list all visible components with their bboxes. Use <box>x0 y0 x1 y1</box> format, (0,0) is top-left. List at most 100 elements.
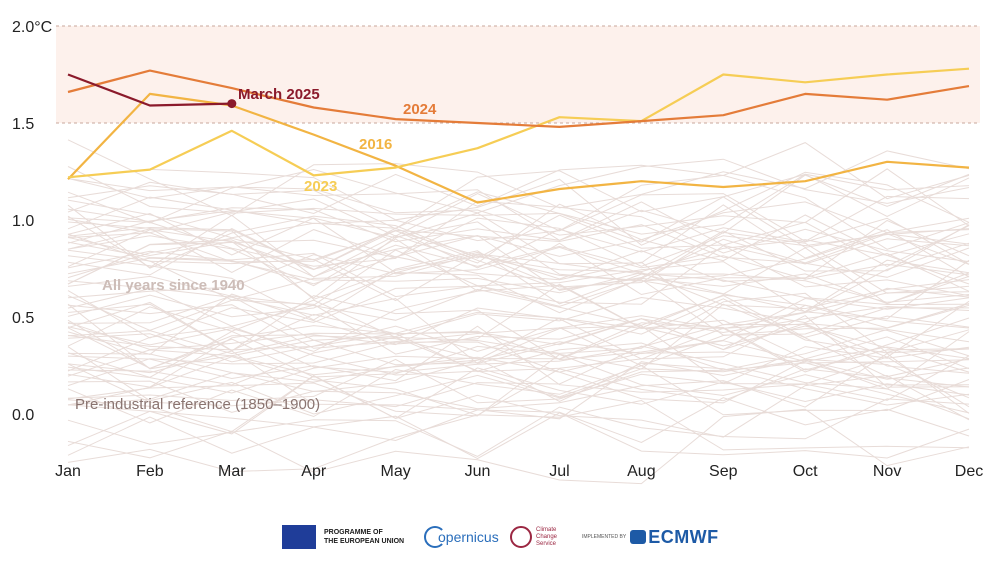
background-year-line <box>67 356 970 416</box>
c3s-text-line1: Climate <box>536 526 557 533</box>
x-tick-label: Sep <box>709 463 738 480</box>
background-year-line <box>67 356 970 406</box>
background-year-line <box>67 301 970 357</box>
x-tick-label: Jul <box>549 463 569 480</box>
x-tick-label: Feb <box>136 463 164 480</box>
background-year-line <box>67 326 970 376</box>
background-year-line <box>67 235 970 296</box>
background-year-line <box>67 168 970 246</box>
background-year-line <box>67 280 970 365</box>
background-year-line <box>67 307 970 373</box>
label-2024: 2024 <box>403 101 437 118</box>
copernicus-logo: opernicus <box>424 522 499 552</box>
background-year-line <box>67 214 970 273</box>
y-tick-label: 0.5 <box>12 310 34 327</box>
x-tick-label: Mar <box>218 463 246 480</box>
y-axis: 2.0°C 1.5 1.0 0.5 0.0 <box>12 19 52 424</box>
background-year-line <box>67 304 970 367</box>
x-tick-label: Jan <box>55 463 81 480</box>
eu-text-line1: PROGRAMME OF <box>324 529 383 536</box>
background-year-line <box>67 355 970 406</box>
reference-label: Pre-industrial reference (1850–1900) <box>75 396 320 413</box>
copernicus-icon <box>424 526 446 548</box>
background-year-line <box>67 200 970 267</box>
above-1.5-band <box>56 26 980 123</box>
background-year-line <box>67 173 970 241</box>
background-year-line <box>67 315 970 388</box>
eu-text-line2: THE EUROPEAN UNION <box>324 538 405 545</box>
background-year-line <box>67 168 970 236</box>
background-year-line <box>67 191 970 265</box>
background-year-line <box>67 228 970 300</box>
series-line-2023 <box>67 67 970 179</box>
background-year-line <box>67 201 970 265</box>
x-tick-label: Nov <box>873 463 901 480</box>
background-year-line <box>67 174 970 250</box>
x-tick-label: Jun <box>465 463 491 480</box>
background-year-line <box>67 224 970 278</box>
eu-flag-icon <box>282 525 316 549</box>
y-tick-label: 0.0 <box>12 407 34 424</box>
temperature-anomaly-chart: 2.0°C 1.5 1.0 0.5 0.0 Jan Feb Mar Apr May Jun Jul A… <box>12 19 983 485</box>
x-tick-label: Dec <box>955 463 983 480</box>
background-year-line <box>67 323 970 378</box>
series-endpoint-march-2025 <box>227 99 237 109</box>
background-year-line <box>67 353 970 417</box>
background-year-line <box>67 331 970 398</box>
background-year-line <box>67 231 970 302</box>
background-year-line <box>67 345 970 420</box>
background-year-line <box>67 257 970 310</box>
background-year-line <box>67 410 970 460</box>
background-year-line <box>67 201 970 278</box>
background-year-line <box>67 192 970 242</box>
background-year-line <box>67 158 970 224</box>
background-year-line <box>67 295 970 361</box>
eu-logo: PROGRAMME OF THE EUROPEAN UNION <box>282 522 414 552</box>
c3s-logo: Climate Change Service <box>510 522 576 552</box>
c3s-text-line2: Change Service <box>536 533 558 547</box>
background-year-line <box>67 249 970 313</box>
y-tick-label: 2.0°C <box>12 19 52 36</box>
y-tick-label: 1.0 <box>12 213 34 230</box>
background-year-line <box>67 325 970 401</box>
x-tick-label: May <box>381 463 411 480</box>
background-year-line <box>67 303 970 376</box>
background-year-line <box>67 303 970 378</box>
background-year-line <box>67 298 970 354</box>
x-axis: Jan Feb Mar Apr May Jun Jul Aug Sep Oct Nov Dec <box>55 463 983 480</box>
background-year-line <box>67 399 970 473</box>
ecmwf-text: ECMWF <box>648 526 719 547</box>
series-line-2024 <box>67 69 970 129</box>
y-tick-label: 1.5 <box>12 116 34 133</box>
background-year-line <box>67 217 970 285</box>
implemented-by-text: IMPLEMENTED BY <box>582 534 627 540</box>
background-year-line <box>67 204 970 269</box>
background-year-line <box>67 166 970 235</box>
background-years <box>67 139 970 485</box>
background-year-line <box>67 358 970 404</box>
highlighted-series <box>67 67 970 204</box>
background-label: All years since 1940 <box>102 277 245 294</box>
x-tick-label: Oct <box>793 463 818 480</box>
background-year-line <box>67 398 970 457</box>
copernicus-text: opernicus <box>438 529 499 545</box>
ecmwf-icon <box>630 530 647 544</box>
background-year-line <box>67 408 970 485</box>
x-tick-label: Apr <box>301 463 327 480</box>
background-year-line <box>67 365 970 424</box>
background-year-line <box>67 250 970 321</box>
background-year-line <box>67 239 970 285</box>
background-year-line <box>67 170 970 230</box>
background-year-line <box>67 249 970 327</box>
ecmwf-logo: IMPLEMENTED BY ECMWF <box>582 522 719 552</box>
label-2023: 2023 <box>304 178 337 195</box>
footer-logos: PROGRAMME OF THE EUROPEAN UNION opernicu… <box>0 522 1000 552</box>
series-line-march-2025 <box>67 73 232 107</box>
background-year-line <box>67 397 970 456</box>
background-year-line <box>67 288 970 338</box>
x-tick-label: Aug <box>627 463 655 480</box>
background-year-line <box>67 227 970 290</box>
background-year-line <box>67 341 970 387</box>
label-2016: 2016 <box>359 136 392 153</box>
label-march-2025: March 2025 <box>238 86 320 103</box>
